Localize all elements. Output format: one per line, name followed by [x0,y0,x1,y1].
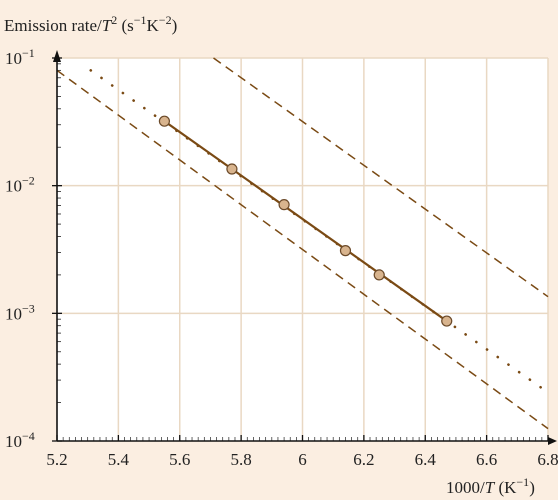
y-tick-label: 10−1 [5,46,35,68]
x-label-units: (K [494,478,517,497]
y-axis-arrow [53,50,61,62]
x-tick-label: 5.8 [231,450,252,469]
series-layer [56,57,550,430]
y-label-var: T [102,16,113,35]
tick-labels: 5.2 5.4 5.6 5.8 6 6.2 6.4 6.6 6.8 10−1 10−2 10−3 10−… [5,46,558,469]
x-label-exp: −1 [516,475,529,489]
y-label-units: (s [117,16,134,35]
y-tick-label: 10−2 [5,174,35,196]
grid [57,57,549,441]
data-point [226,163,238,175]
x-tick-label: 5.4 [108,450,130,469]
y-label-close: ) [172,16,178,35]
x-tick-label: 6 [298,450,307,469]
data-point [158,115,171,127]
x-tick-label: 5.2 [46,450,67,469]
data-point [441,315,453,327]
x-label-prefix: 1000/ [446,478,485,497]
x-axis-label: 1000/T (K−1) [446,475,535,497]
axes [52,50,557,445]
y-tick-label: 10−3 [5,301,35,323]
y-label-u2: K [147,16,160,35]
x-tick-label: 6.8 [537,450,558,469]
y-axis-label: Emission rate/T2 (s−1K−2) [4,13,177,35]
y-label-u1exp: −1 [134,13,147,27]
dashed-bound-line [56,69,549,430]
x-tick-label: 6.4 [415,450,437,469]
fit-line [163,120,448,322]
y-label-exp: 2 [111,13,117,27]
x-tick-label: 6.6 [476,450,497,469]
x-label-close: ) [529,478,535,497]
x-tick-label: 6.2 [353,450,374,469]
data-point [373,269,385,281]
y-label-u2exp: −2 [159,13,172,27]
dashed-bound-line [213,57,549,298]
data-point [339,245,352,257]
x-label-var: T [485,478,496,497]
x-axis-arrow [548,437,557,445]
data-point [278,199,290,211]
y-tick-label: 10−4 [5,429,35,451]
x-tick-label: 5.6 [169,450,190,469]
y-label-prefix: Emission rate/ [4,16,102,35]
